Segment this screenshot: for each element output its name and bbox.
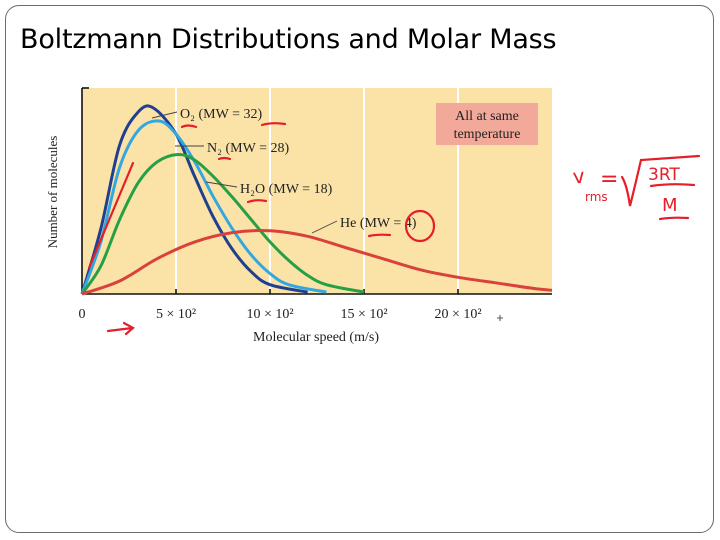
- series-label-n2: N₂ (MW = 28): [207, 141, 289, 156]
- leader-he: [311, 220, 338, 234]
- leader-o2: [151, 111, 178, 119]
- ink-underline-o2: [180, 124, 198, 129]
- ink-radical: [620, 154, 701, 207]
- ink-fraction-bar: [649, 183, 696, 188]
- ink-underline-n2: [217, 156, 232, 161]
- ink-under-m: [658, 216, 690, 221]
- handwritten-annotations: [87, 122, 701, 336]
- ink-denominator: M: [662, 195, 678, 216]
- series-line-he: [81, 229, 553, 296]
- series-label-h2o: H₂O (MW = 18): [240, 182, 333, 197]
- ink-vrms-subscript: rms: [585, 190, 608, 204]
- ink-stroke-he-rise: [87, 161, 135, 270]
- series-label-he: He (MW = 4): [340, 216, 417, 231]
- x-tick-label: 15 × 10²: [340, 307, 387, 322]
- ink-underline-h2o: [246, 199, 268, 204]
- ink-circle-4: [404, 209, 436, 243]
- ink-underline-32: [260, 122, 287, 127]
- series-label-o2: O₂ (MW = 32): [180, 107, 262, 122]
- leader-h2o: [205, 181, 238, 188]
- ink-equals: =: [600, 167, 618, 192]
- ink-vrms-v: v: [572, 164, 586, 189]
- y-axis-label: Number of molecules: [45, 136, 60, 249]
- x-ticks: 0 5 × 10² 10 × 10² 15 × 10² 20 × 10²: [79, 289, 482, 322]
- ink-numerator: 3RT: [648, 165, 680, 185]
- annotation-line-1: All at same: [455, 109, 519, 124]
- x-tick-label: 0: [79, 307, 86, 322]
- series-line-h2o: [80, 152, 365, 295]
- ink-underline-he: [367, 233, 392, 238]
- ink-arrow: [106, 321, 135, 336]
- x-tick-label: 20 × 10²: [434, 307, 481, 322]
- annotation-line-2: temperature: [454, 127, 521, 142]
- slide-title: Boltzmann Distributions and Molar Mass: [20, 24, 557, 55]
- series-line-n2: [80, 119, 327, 295]
- x-axis-label: Molecular speed (m/s): [253, 330, 379, 345]
- x-tick-label: 10 × 10²: [246, 307, 293, 322]
- cursor-crosshair-icon: [497, 315, 503, 321]
- x-tick-label: 5 × 10²: [156, 307, 196, 322]
- annotation-box: [436, 103, 538, 145]
